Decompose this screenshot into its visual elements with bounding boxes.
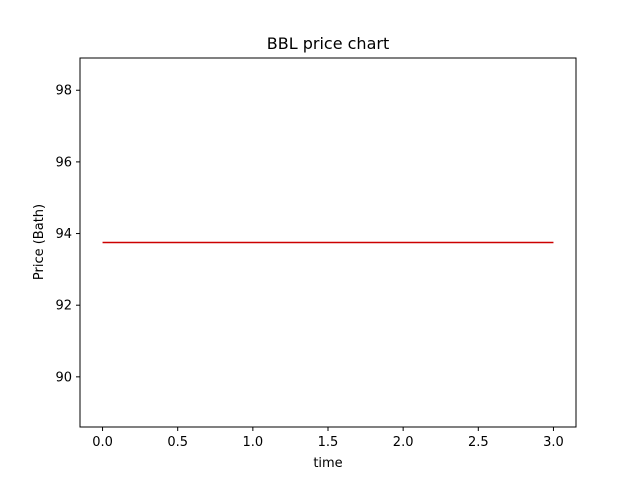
y-tick-label: 94 — [55, 227, 72, 242]
y-tick-label: 92 — [55, 299, 72, 314]
x-axis-label: time — [313, 456, 342, 471]
x-tick-label: 1.0 — [243, 435, 264, 450]
x-tick-label: 3.0 — [543, 435, 564, 450]
y-tick-label: 96 — [55, 155, 72, 170]
y-axis-label: Price (Bath) — [32, 204, 47, 280]
y-tick-label: 98 — [55, 84, 72, 99]
x-tick-label: 2.5 — [468, 435, 489, 450]
x-tick-label: 0.5 — [167, 435, 188, 450]
y-tick-label: 90 — [55, 370, 72, 385]
x-tick-label: 2.0 — [393, 435, 414, 450]
y-axis: 90 92 94 96 98 — [55, 84, 80, 385]
x-tick-label: 0.0 — [92, 435, 113, 450]
chart-title: BBL price chart — [267, 34, 389, 53]
x-tick-label: 1.5 — [318, 435, 339, 450]
x-axis: 0.0 0.5 1.0 1.5 2.0 2.5 3.0 — [92, 427, 564, 450]
